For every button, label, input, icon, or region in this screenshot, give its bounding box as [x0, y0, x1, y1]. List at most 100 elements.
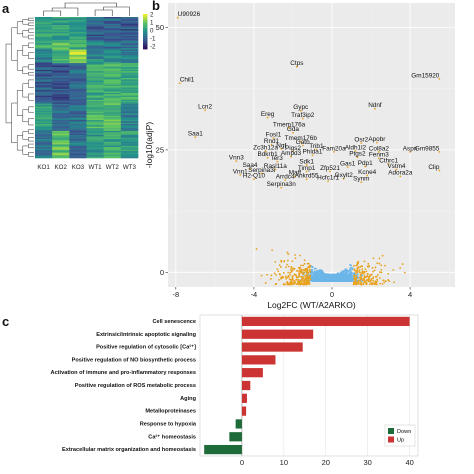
heatmap-cell — [52, 68, 70, 71]
heatmap-cell — [52, 147, 70, 149]
volcano-point — [379, 282, 382, 285]
heatmap-cell — [52, 22, 70, 25]
volcano-point — [322, 274, 324, 276]
bar-plot-frame — [199, 314, 419, 457]
heatmap-cell — [86, 113, 104, 115]
volcano-point — [301, 272, 304, 275]
heatmap-cell — [69, 87, 87, 90]
colorbar-segment — [143, 47, 148, 49]
colorbar-tick-label: 2 — [150, 12, 154, 19]
heatmap-cell — [35, 132, 53, 134]
heatmap-cell — [86, 22, 104, 25]
bar-category-label: Extrinsic/intrinsic apoptotic signaling — [96, 332, 196, 338]
row-dendrogram-branch — [16, 50, 23, 71]
volcano-point — [320, 275, 323, 278]
heatmap-cell — [86, 145, 104, 148]
volcano-labeled-point — [239, 173, 242, 176]
volcano-labeled-point — [276, 160, 279, 163]
heatmap-cell — [86, 25, 104, 27]
colorbar-segment — [143, 33, 148, 35]
row-dendrogram-branch — [28, 118, 34, 126]
heatmap-cell — [103, 76, 122, 79]
heatmap-cell — [35, 86, 53, 88]
heatmap-cell — [86, 23, 104, 26]
volcano-point — [363, 260, 366, 263]
heatmap-cell — [103, 35, 122, 38]
heatmap-cell — [52, 121, 70, 124]
volcano-gene-label: Clip — [428, 164, 439, 171]
heatmap-cell — [120, 113, 139, 115]
heatmap-cell — [35, 148, 53, 151]
volcano-labeled-point — [387, 163, 390, 165]
heatmap-cell — [103, 110, 122, 113]
heatmap-cell — [35, 83, 53, 86]
heatmap-cell — [103, 29, 122, 31]
heatmap-cell — [120, 152, 139, 155]
heatmap-cell — [86, 26, 104, 29]
heatmap-cell — [103, 38, 122, 41]
volcano-point — [360, 278, 363, 280]
heatmap-cell — [86, 73, 104, 76]
volcano-point — [275, 283, 278, 285]
volcano-point — [311, 265, 314, 268]
heatmap-cell — [103, 31, 122, 34]
colorbar-segment — [143, 37, 148, 39]
heatmap-cell — [35, 102, 53, 105]
volcano-point — [295, 283, 298, 286]
heatmap-cell — [86, 103, 104, 106]
heatmap-cell — [103, 102, 122, 105]
volcano-gene-label: Ndnf — [368, 102, 382, 109]
heatmap-cell — [86, 109, 104, 111]
volcano-gene-label: Apobr — [368, 136, 386, 143]
heatmap-cell — [120, 155, 139, 157]
colorbar-segment — [143, 26, 148, 28]
heatmap-cell — [103, 149, 122, 152]
volcano-point — [335, 276, 338, 279]
volcano-labeled-point — [194, 136, 197, 139]
heatmap-cell — [52, 40, 70, 42]
volcano-point — [304, 275, 307, 278]
heatmap-column-label: KO3 — [72, 164, 85, 171]
volcano-labeled-point — [409, 150, 411, 153]
volcano-point — [366, 265, 369, 268]
volcano-point — [300, 271, 302, 274]
heatmap-cell — [35, 53, 53, 56]
volcano-point — [361, 268, 364, 270]
heatmap-cell — [35, 117, 53, 119]
volcano-gene-label: Timp1 — [298, 165, 316, 172]
heatmap-cell — [69, 91, 87, 94]
heatmap-cell — [86, 114, 104, 117]
bar-category-label: Metalloproteinases — [145, 409, 196, 415]
row-dendrogram-branch — [28, 28, 34, 33]
volcano-point — [291, 275, 294, 278]
heatmap-cell — [103, 141, 122, 144]
volcano-point — [376, 262, 379, 265]
volcano-point — [360, 265, 363, 268]
volcano-labeled-point — [366, 174, 369, 177]
heatmap-cell — [103, 48, 122, 50]
heatmap-cell — [120, 33, 139, 35]
heatmap-cell — [103, 121, 122, 124]
heatmap-cell — [86, 30, 104, 33]
bar-x-tick-label: 20 — [322, 458, 330, 467]
heatmap-cell — [69, 139, 87, 141]
heatmap-cell — [52, 31, 70, 34]
heatmap-cell — [103, 134, 122, 137]
volcano-gene-label: Gas1 — [340, 160, 356, 167]
heatmap-cell — [69, 141, 87, 144]
volcano-y-axis-label: -log10(adjP) — [144, 122, 154, 168]
volcano-gene-labels: U90926 Gm15920 Chil1 Ctps Lcn2 Gypc Ereg Traf3i… — [178, 11, 440, 188]
heatmap-cell — [35, 115, 53, 118]
heatmap-cell — [69, 52, 87, 54]
heatmap-cell — [69, 83, 87, 86]
heatmap-cell — [52, 44, 70, 46]
heatmap-cell — [69, 103, 87, 106]
heatmap-cell — [86, 120, 104, 122]
heatmap-cell — [69, 144, 87, 147]
volcano-gene-label: Gypc — [293, 104, 309, 111]
heatmap-cell — [35, 103, 53, 106]
heatmap-cell — [69, 133, 87, 136]
heatmap-cell — [35, 118, 53, 121]
volcano-point — [285, 266, 287, 268]
heatmap-cell — [35, 19, 53, 22]
